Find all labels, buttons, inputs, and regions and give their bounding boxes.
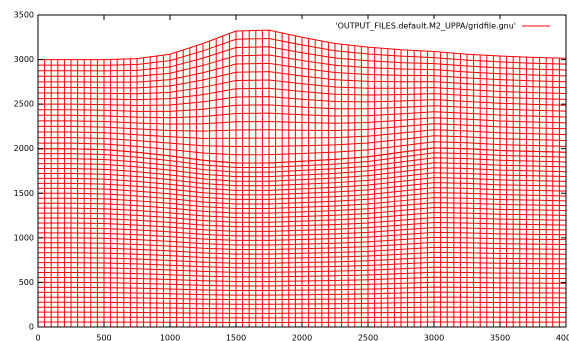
y-tick-label: 2000 bbox=[14, 144, 34, 153]
x-tick-label: 1000 bbox=[160, 334, 180, 341]
x-tick-label: 2000 bbox=[292, 334, 312, 341]
x-tick-label: 1500 bbox=[226, 334, 246, 341]
x-tick-label: 0 bbox=[35, 334, 40, 341]
y-tick-label: 2500 bbox=[14, 100, 34, 109]
x-tick-label: 3000 bbox=[424, 334, 444, 341]
y-tick-label: 3500 bbox=[14, 11, 34, 20]
legend-label: 'OUTPUT_FILES.default.M2_UPPA/gridfile.g… bbox=[335, 22, 516, 31]
x-tick-label: 3500 bbox=[490, 334, 510, 341]
x-tick-label: 4000 bbox=[556, 334, 569, 341]
y-tick-label: 3000 bbox=[14, 55, 34, 64]
x-tick-label: 500 bbox=[96, 334, 111, 341]
y-tick-label: 1000 bbox=[14, 233, 34, 242]
y-tick-label: 0 bbox=[29, 323, 34, 332]
legend-background bbox=[301, 19, 551, 33]
y-tick-label: 500 bbox=[19, 278, 34, 287]
x-tick-label: 2500 bbox=[358, 334, 378, 341]
y-tick-label: 1500 bbox=[14, 189, 34, 198]
